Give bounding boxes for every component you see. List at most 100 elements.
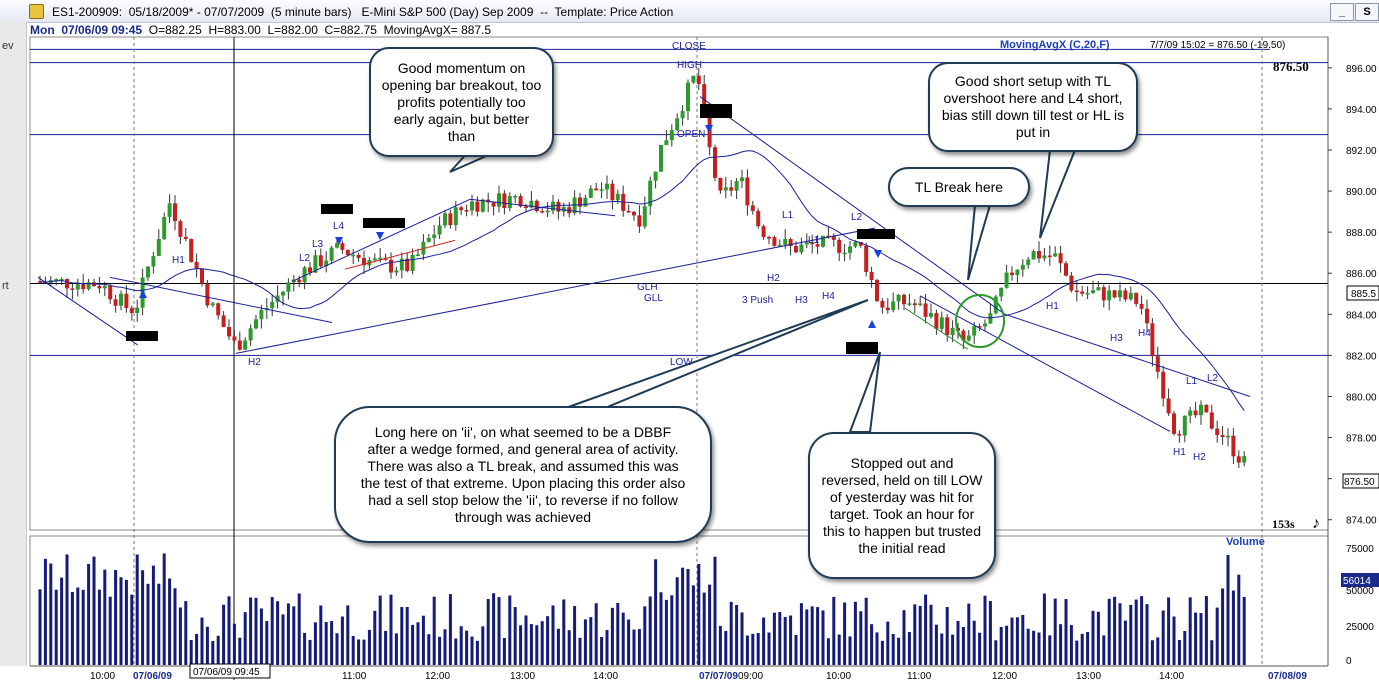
candle-body: [702, 84, 707, 113]
volume-bar: [97, 589, 101, 665]
volume-bar: [859, 611, 863, 665]
candle-body: [1172, 413, 1176, 434]
candle-body: [1031, 251, 1036, 260]
volume-bar: [772, 612, 776, 665]
signal-arrow: [705, 125, 713, 133]
volume-bar: [562, 599, 566, 665]
volume-bar: [1042, 593, 1046, 665]
volume-bar: [1140, 596, 1144, 665]
volume-bar: [659, 592, 663, 665]
candle-body: [70, 288, 75, 290]
candle-body: [524, 206, 528, 208]
candle-body: [340, 243, 345, 250]
candle-body: [243, 340, 248, 350]
candle-body: [1220, 435, 1225, 438]
volume-bar: [162, 553, 166, 665]
candle-body: [113, 299, 118, 306]
candle-body: [875, 280, 879, 301]
candle-body: [718, 177, 723, 191]
candle-body: [1128, 292, 1133, 300]
candle-body: [329, 247, 334, 261]
volume-bar: [1091, 610, 1095, 665]
volume-bar: [1064, 599, 1068, 665]
candle-body: [923, 303, 928, 317]
volume-bar: [681, 567, 685, 665]
volume-bar: [297, 593, 301, 665]
chart-annotation: L1: [808, 235, 820, 246]
volume-bar: [1048, 635, 1052, 665]
volume-bar: [794, 635, 798, 665]
x-tick-label: 12:00: [425, 671, 450, 682]
chart-annotation: H3: [795, 295, 808, 306]
candle-body: [794, 246, 798, 253]
volume-bar: [1059, 624, 1063, 665]
volume-bar: [286, 603, 290, 665]
volume-bar: [1177, 639, 1181, 665]
candle-body: [151, 256, 156, 267]
candle-body: [637, 215, 642, 227]
volume-bar: [810, 606, 814, 665]
crosshair-time-label: 07/06/09 09:45: [193, 667, 260, 678]
volume-bar: [394, 633, 398, 665]
volume-bar: [664, 599, 668, 665]
volume-bar: [1069, 625, 1073, 665]
volume-bar: [508, 595, 512, 665]
volume-bar: [924, 594, 928, 665]
volume-bar: [632, 629, 636, 665]
volume-bar: [713, 556, 717, 665]
volume-bar: [1123, 620, 1127, 665]
candle-body: [842, 252, 847, 255]
candle-body: [426, 237, 431, 242]
candle-body: [81, 284, 86, 290]
volume-bar: [438, 636, 442, 665]
candle-body: [696, 75, 701, 85]
candle-body: [1015, 269, 1020, 276]
volume-bar: [1032, 630, 1036, 665]
candle-body: [432, 234, 437, 238]
candle-body: [178, 221, 183, 237]
volume-bar: [135, 554, 139, 665]
volume-bar: [832, 596, 836, 665]
volume-bar: [103, 569, 107, 665]
x-tick-label: 12:00: [992, 671, 1017, 682]
candle-body: [1118, 290, 1122, 298]
minimize-button[interactable]: _: [1330, 3, 1354, 21]
volume-bar: [124, 579, 128, 665]
candle-body: [54, 279, 59, 281]
volume-bar: [870, 624, 874, 665]
callout-long-here: Long here on 'ii', on what seemed to be …: [334, 406, 712, 543]
volume-bar: [826, 638, 830, 665]
candle-body: [545, 210, 550, 213]
x-tick-label: 07/07/09: [699, 671, 738, 682]
candle-body: [885, 307, 890, 311]
volume-bar: [276, 601, 280, 665]
candle-body: [1053, 253, 1058, 257]
volume-bar: [330, 620, 334, 665]
volume-bar: [49, 563, 53, 665]
volume-bar: [232, 623, 236, 665]
volume-bar: [151, 565, 155, 665]
candle-body: [443, 213, 447, 226]
candle-body: [945, 317, 950, 336]
candle-body: [167, 203, 172, 218]
candle-body: [534, 200, 539, 211]
volume-bar: [691, 585, 695, 665]
candle-body: [129, 308, 134, 313]
candle-body: [1080, 291, 1085, 294]
volume-bar: [184, 601, 188, 665]
candle-body: [119, 293, 123, 306]
candle-body: [38, 281, 42, 283]
candle-body: [767, 237, 771, 239]
volume-bar: [567, 630, 571, 665]
candle-body: [907, 303, 912, 305]
volume-bar: [362, 639, 366, 665]
candle-body: [783, 239, 788, 245]
alert-icon: ♪: [1312, 515, 1320, 532]
volume-bar: [378, 595, 382, 665]
volume-tick-label: 50000: [1346, 586, 1374, 597]
chart-annotation: H4: [822, 291, 835, 302]
volume-bar: [411, 624, 415, 665]
y-tick-label: 884.00: [1346, 310, 1377, 321]
chart-annotation: L4: [333, 221, 345, 232]
